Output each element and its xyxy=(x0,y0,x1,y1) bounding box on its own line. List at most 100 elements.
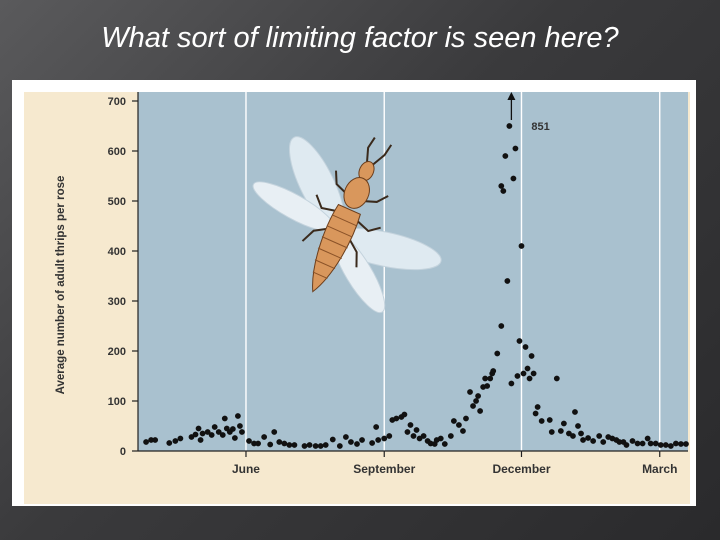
data-point xyxy=(271,429,278,435)
data-point xyxy=(526,375,533,382)
insect-segments xyxy=(312,214,357,279)
data-point xyxy=(634,440,641,447)
data-point xyxy=(172,438,179,444)
data-point xyxy=(195,425,202,432)
x-tick-label: September xyxy=(353,462,415,476)
data-point xyxy=(522,344,529,350)
data-point xyxy=(281,440,288,447)
data-point xyxy=(500,188,507,194)
data-point xyxy=(204,429,211,435)
data-point xyxy=(639,440,646,447)
data-point xyxy=(482,375,489,382)
data-point xyxy=(578,430,584,437)
thrips-population-chart: 0 100 200 300 400 500 600 700 June September Dece… xyxy=(24,92,690,504)
data-point xyxy=(629,438,636,444)
slide-title: What sort of limiting factor is seen her… xyxy=(101,22,619,54)
data-point xyxy=(177,435,184,442)
data-point xyxy=(510,175,517,182)
data-point xyxy=(255,440,261,447)
data-point xyxy=(306,442,313,448)
data-point xyxy=(437,435,444,442)
data-point xyxy=(530,370,537,377)
data-point xyxy=(463,415,469,422)
insect-thorax xyxy=(343,177,370,209)
data-point xyxy=(484,383,491,389)
y-tick-label: 0 xyxy=(120,446,126,458)
data-point xyxy=(546,417,553,423)
data-point xyxy=(237,423,243,429)
data-point xyxy=(596,433,603,439)
data-point xyxy=(647,440,654,447)
data-point xyxy=(467,389,473,395)
data-point xyxy=(393,415,400,422)
x-tick-labels: June September December March xyxy=(232,462,677,476)
data-point xyxy=(470,403,476,409)
data-point xyxy=(520,370,527,377)
data-point xyxy=(261,434,268,440)
data-point xyxy=(420,433,427,439)
peak-annotation-label: 851 xyxy=(531,121,549,133)
data-point xyxy=(662,442,669,448)
data-point xyxy=(473,398,479,404)
data-point xyxy=(456,422,462,428)
plot-area xyxy=(138,92,688,451)
data-point xyxy=(348,439,354,445)
data-point xyxy=(267,441,274,448)
data-point xyxy=(683,441,689,447)
data-point xyxy=(572,409,578,415)
data-point xyxy=(494,350,501,357)
data-point xyxy=(329,436,336,443)
data-point xyxy=(317,443,324,449)
data-point xyxy=(524,365,531,372)
data-point xyxy=(575,423,581,429)
figure-panel: 0 100 200 300 400 500 600 700 June September Dece… xyxy=(12,80,696,506)
data-point xyxy=(239,429,245,435)
data-point xyxy=(215,429,222,435)
peak-arrow-head xyxy=(507,92,516,100)
data-point xyxy=(585,435,591,441)
data-point xyxy=(386,433,393,439)
data-point xyxy=(514,373,521,379)
data-point xyxy=(475,393,481,399)
data-point xyxy=(487,375,494,382)
data-point xyxy=(199,430,206,437)
data-points xyxy=(143,123,689,449)
data-point xyxy=(148,437,155,443)
data-point xyxy=(229,426,236,432)
data-point xyxy=(644,435,651,442)
data-point xyxy=(192,431,199,438)
data-point xyxy=(211,424,218,430)
axes xyxy=(132,92,688,457)
data-point xyxy=(286,442,293,448)
data-point xyxy=(672,440,679,447)
insect-antennae xyxy=(365,136,393,166)
data-point xyxy=(354,441,360,447)
data-point xyxy=(197,437,204,443)
data-point xyxy=(407,422,414,428)
data-point xyxy=(166,440,173,446)
data-point xyxy=(359,437,365,443)
y-tick-label: 100 xyxy=(108,396,126,408)
data-point xyxy=(516,338,523,344)
data-point xyxy=(413,427,420,433)
data-point xyxy=(404,429,411,435)
data-point xyxy=(401,411,408,418)
data-point xyxy=(616,439,623,445)
data-point xyxy=(600,439,607,445)
data-point xyxy=(678,441,684,447)
data-point xyxy=(208,432,215,438)
y-tick-label: 700 xyxy=(108,96,126,108)
data-point xyxy=(373,424,380,430)
data-point xyxy=(528,353,535,359)
data-point xyxy=(667,443,674,449)
data-point xyxy=(498,323,505,329)
data-point xyxy=(580,437,586,443)
data-point xyxy=(143,439,149,445)
data-point xyxy=(504,278,511,284)
insect-abdomen xyxy=(312,203,361,293)
y-tick-label: 200 xyxy=(108,346,126,358)
data-point xyxy=(590,438,597,444)
grid-lines xyxy=(245,92,661,451)
thrips-insect-icon xyxy=(252,136,442,314)
data-point xyxy=(251,440,257,447)
